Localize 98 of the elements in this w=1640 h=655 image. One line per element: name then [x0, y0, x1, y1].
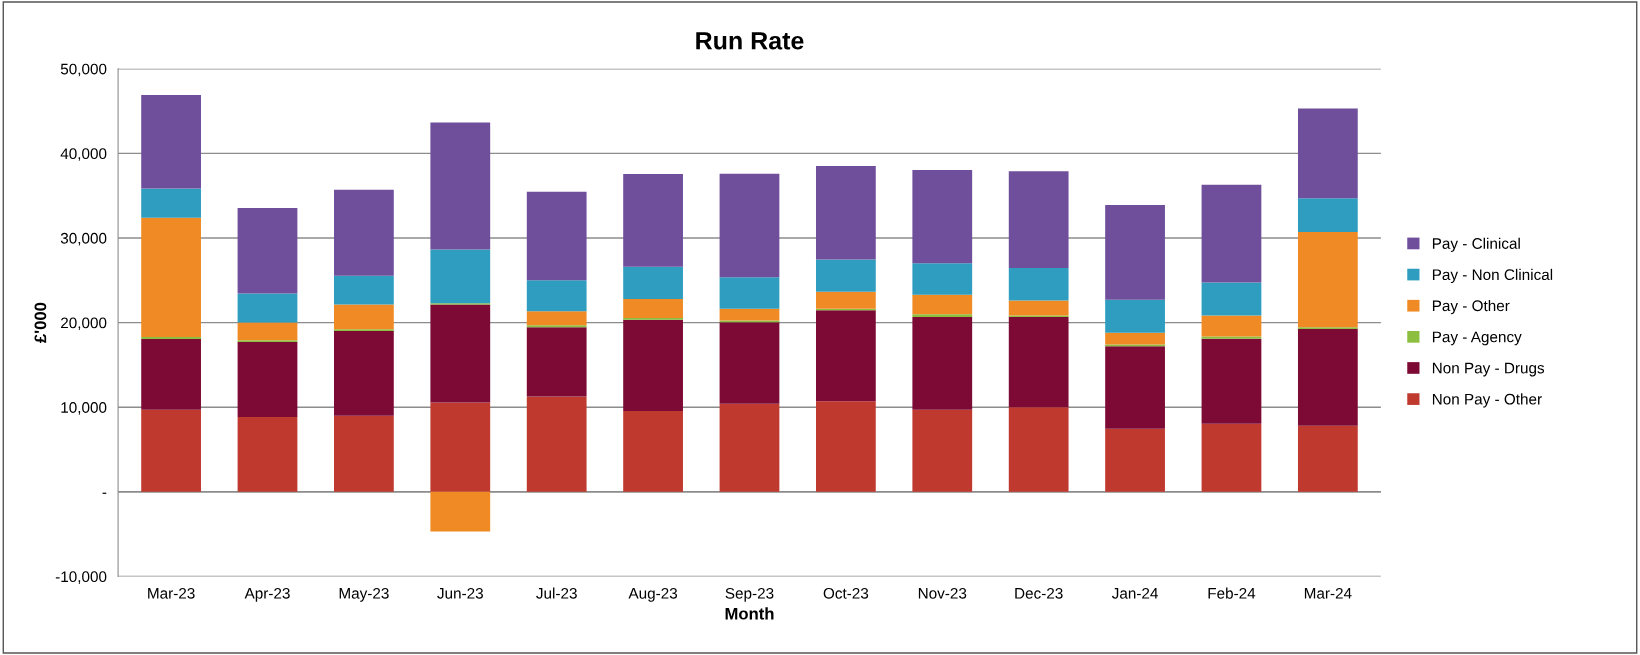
bar [912, 294, 973, 315]
bar [719, 308, 780, 321]
bar [430, 491, 491, 532]
legend-label: Pay - Other [1432, 299, 1510, 315]
y-tick-label: - [102, 492, 107, 494]
legend-label: Non Pay - Drugs [1432, 362, 1545, 377]
bar [815, 291, 876, 309]
bar [1201, 184, 1262, 283]
bar [912, 314, 973, 318]
x-tick-label: Mar-23 [148, 587, 195, 599]
bar [1201, 315, 1262, 337]
bar [623, 298, 683, 318]
y-tick-label: 30,000 [60, 232, 107, 246]
legend-label: Pay - Non Clinical [1432, 268, 1553, 284]
bar [526, 396, 587, 492]
bar [1008, 300, 1069, 316]
x-tick-label: Apr-23 [244, 587, 290, 602]
x-tick-label: Jun-23 [437, 587, 483, 599]
bar [430, 249, 491, 304]
y-tick-label: 40,000 [60, 148, 107, 161]
bar [141, 217, 201, 337]
bar [334, 304, 394, 330]
bar [141, 339, 201, 410]
bar [1105, 332, 1165, 345]
bar [526, 327, 587, 397]
x-tick-label: Aug-23 [628, 587, 678, 602]
bar [719, 322, 780, 404]
x-tick-label: Jul-23 [536, 587, 577, 599]
bar [1297, 198, 1358, 233]
bar [719, 277, 780, 309]
bar [141, 336, 201, 340]
bar [237, 416, 298, 492]
bar [1008, 268, 1069, 301]
bar [237, 342, 298, 417]
bar [1297, 108, 1358, 199]
bar [334, 189, 394, 276]
bar [1297, 232, 1358, 328]
x-tick-label: Nov-23 [918, 587, 967, 599]
bar [430, 304, 491, 403]
bar [1105, 299, 1165, 333]
bar [1105, 346, 1165, 429]
legend-label: Non Pay - Other [1432, 393, 1542, 408]
y-tick-label: 50,000 [60, 63, 107, 77]
chart-title: Run Rate [696, 32, 804, 50]
bar [237, 293, 298, 323]
x-tick-label: Feb-24 [1208, 587, 1256, 599]
x-tick-label: May-23 [339, 587, 389, 602]
bar [526, 311, 587, 326]
bar [623, 174, 683, 267]
bar [719, 173, 780, 278]
bar [815, 259, 876, 292]
bar [237, 322, 298, 341]
bar [815, 401, 876, 492]
bar [526, 280, 587, 312]
bar [1008, 407, 1069, 492]
bar [815, 166, 876, 260]
bar [623, 319, 683, 411]
x-tick-label: Jan-24 [1111, 587, 1158, 599]
bar [1297, 328, 1358, 426]
x-tick-label: Dec-23 [1015, 587, 1063, 599]
legend-label: Pay - Clinical [1432, 237, 1520, 252]
bar [141, 95, 201, 189]
x-tick-label: Oct-23 [823, 587, 869, 599]
y-axis-title: £'000 [34, 302, 47, 343]
bar [719, 403, 780, 492]
bar [526, 191, 587, 281]
x-tick-label: Mar-24 [1304, 587, 1352, 599]
bar [1297, 425, 1358, 492]
bar [430, 122, 491, 250]
y-tick-label: -10,000 [55, 571, 107, 584]
bar [1008, 171, 1069, 269]
bar [912, 317, 973, 410]
bar [430, 402, 491, 492]
y-tick-label: 10,000 [61, 402, 107, 415]
bar [623, 411, 683, 492]
bar [1201, 338, 1262, 424]
bar [912, 169, 973, 264]
bar [334, 331, 394, 416]
bar [237, 207, 298, 294]
x-axis-title: Month [725, 607, 774, 620]
bar [912, 263, 973, 295]
bar [141, 409, 201, 492]
bar [1201, 282, 1262, 316]
bar [334, 275, 394, 305]
bar [815, 310, 876, 402]
bar [1105, 428, 1165, 492]
bar [1201, 336, 1262, 339]
bar [912, 409, 973, 492]
bar [1008, 317, 1069, 408]
bar [623, 266, 683, 299]
x-tick-label: Sep-23 [725, 587, 774, 602]
bar [141, 188, 201, 218]
bar [1201, 423, 1262, 492]
bar [526, 325, 587, 328]
legend-label: Pay - Agency [1432, 331, 1522, 346]
bar [334, 415, 394, 492]
y-tick-label: 20,000 [61, 317, 107, 331]
bar [1105, 204, 1165, 300]
